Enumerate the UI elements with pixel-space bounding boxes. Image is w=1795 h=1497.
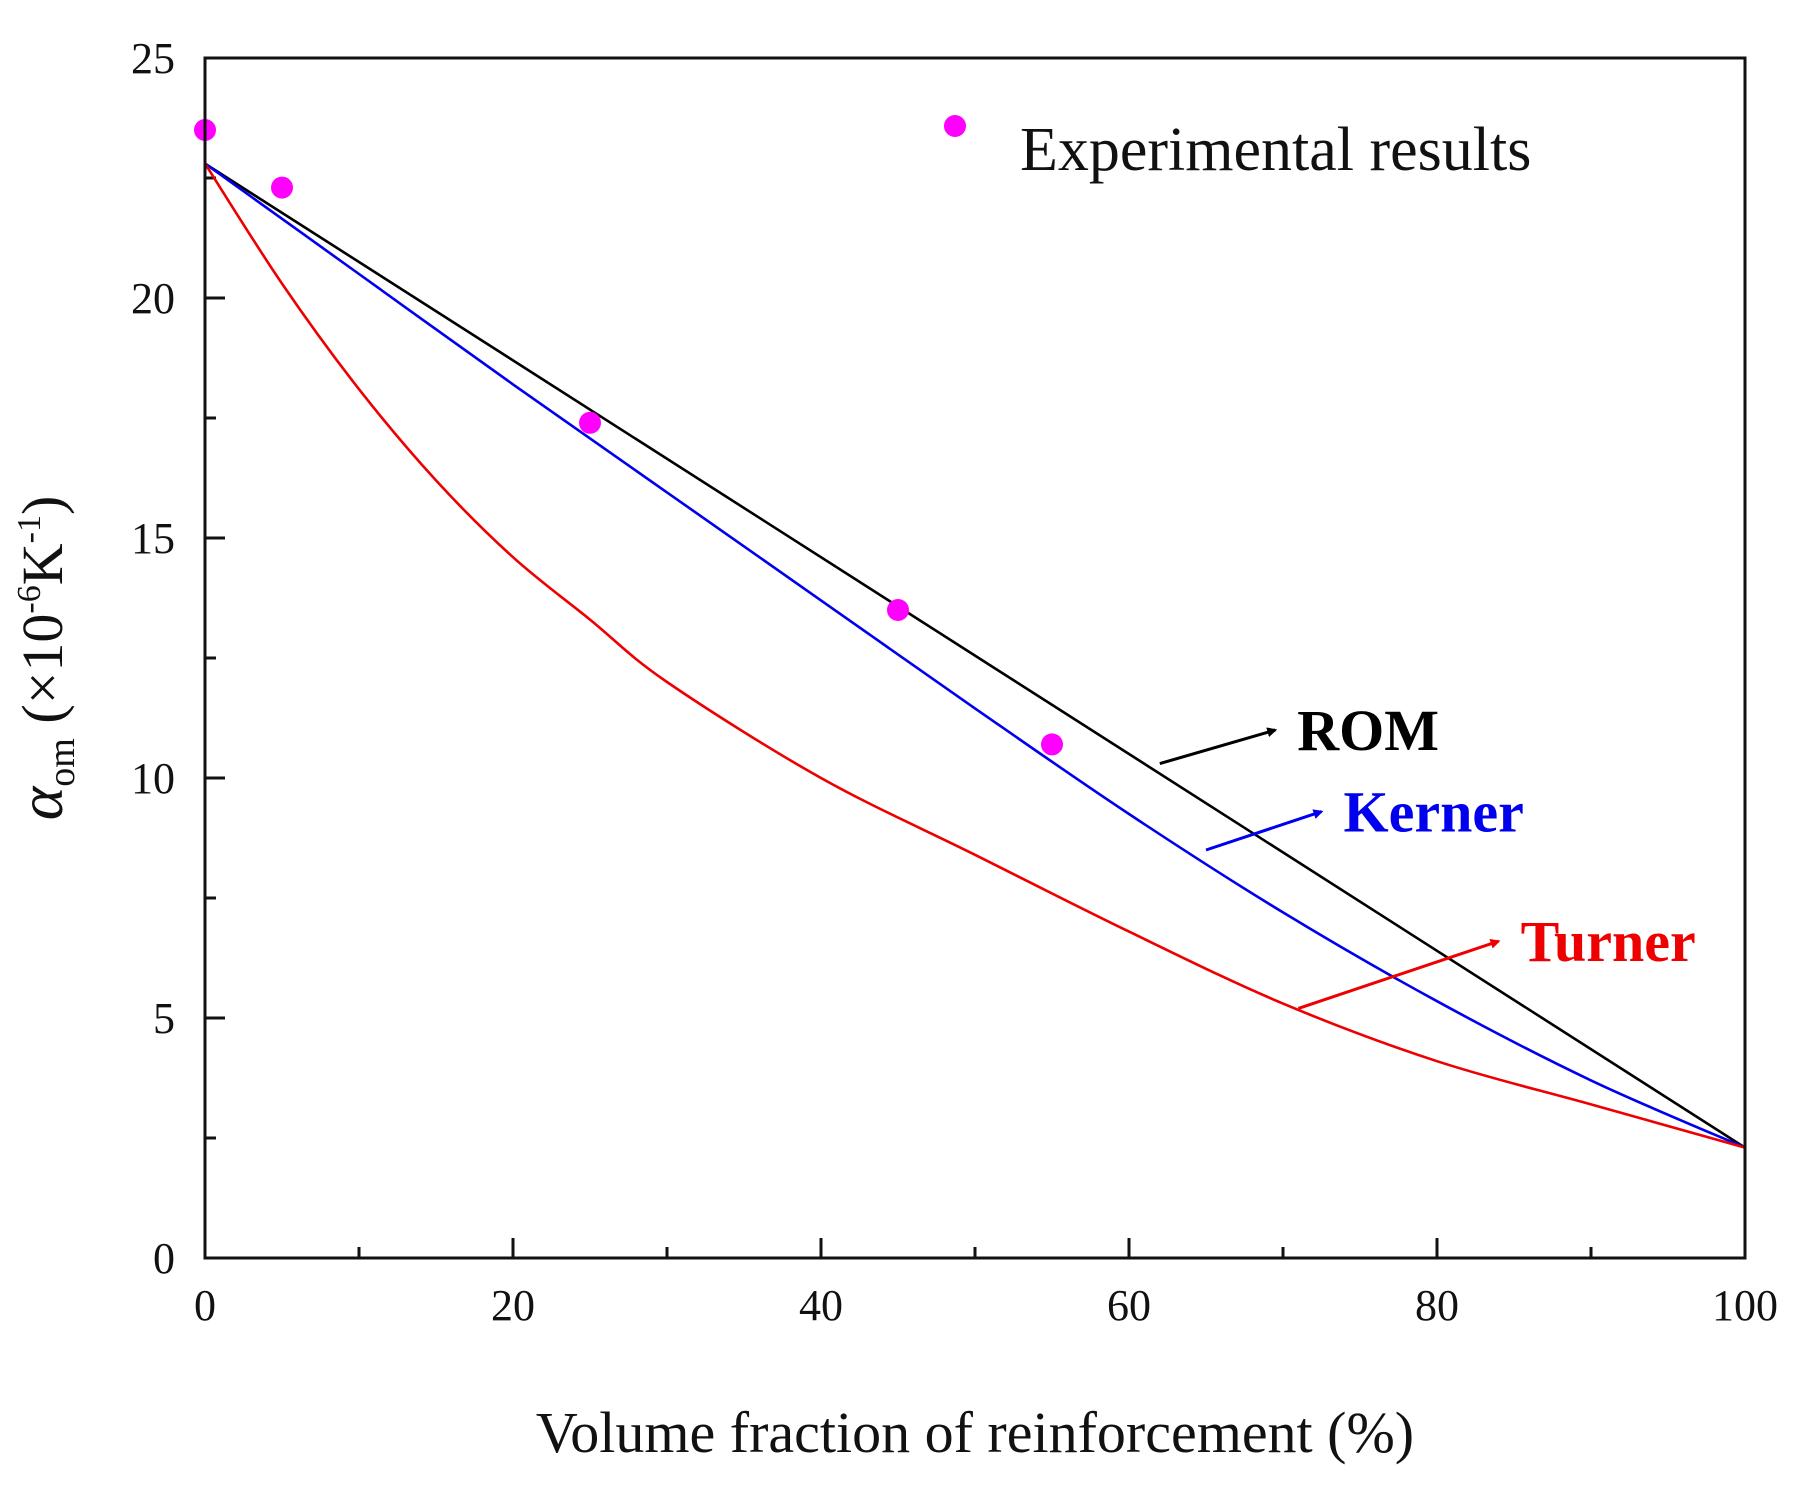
x-axis-title: Volume fraction of reinforcement (%) bbox=[536, 1400, 1414, 1465]
x-tick-label-40: 40 bbox=[799, 1281, 843, 1330]
y-axis-unit-suffix: ) bbox=[10, 496, 75, 515]
series-line-kerner bbox=[204, 162, 1746, 1149]
x-tick-label-80: 80 bbox=[1415, 1281, 1459, 1330]
y-axis-unit-exp: -6 bbox=[11, 585, 48, 613]
x-tick-label-60: 60 bbox=[1107, 1281, 1151, 1330]
y-tick-label-25: 25 bbox=[131, 34, 175, 83]
legend-marker-experimental bbox=[944, 115, 966, 137]
y-tick-label-10: 10 bbox=[131, 754, 175, 803]
x-tick-label-20: 20 bbox=[491, 1281, 535, 1330]
y-tick-label-20: 20 bbox=[131, 274, 175, 323]
annotation-label-turner: Turner bbox=[1521, 909, 1696, 974]
y-axis-title: αom (×10-6K-1) bbox=[5, 496, 83, 821]
y-axis-unit-mid: K bbox=[10, 543, 75, 585]
data-point-experimental-results bbox=[271, 176, 293, 199]
legend-label-experimental: Experimental results bbox=[1020, 116, 1531, 184]
data-point-experimental-results bbox=[1041, 733, 1063, 756]
series-layer bbox=[194, 119, 1746, 1149]
plot-frame bbox=[203, 56, 1747, 1260]
y-axis-unit-prefix: (×10 bbox=[10, 614, 75, 739]
x-tick-label-0: 0 bbox=[194, 1281, 216, 1330]
y-axis-subscript: om bbox=[41, 738, 83, 787]
y-tick-label-0: 0 bbox=[153, 1234, 175, 1283]
x-tick-label-100: 100 bbox=[1712, 1281, 1778, 1330]
series-line-rom bbox=[204, 162, 1746, 1149]
data-point-experimental-results bbox=[579, 411, 601, 434]
annotation-arrow-kerner bbox=[1205, 809, 1324, 852]
annotation-arrow-rom bbox=[1159, 727, 1278, 766]
y-axis-unit-exp2: -1 bbox=[11, 515, 48, 543]
annotation-label-kerner: Kerner bbox=[1344, 780, 1524, 845]
y-axis-symbol: α bbox=[5, 785, 76, 820]
y-tick-label-15: 15 bbox=[131, 514, 175, 563]
annotation-arrow-turner bbox=[1297, 939, 1501, 1010]
annotation-label-rom: ROM bbox=[1297, 698, 1439, 763]
legend: Experimental results bbox=[944, 115, 1531, 184]
annotations-layer: ROM Kerner Turner bbox=[1159, 698, 1696, 1010]
ticks-layer: 0 20 40 60 80 100 0 5 10 15 20 25 bbox=[131, 34, 1778, 1330]
data-point-experimental-results bbox=[887, 599, 909, 621]
series-line-turner bbox=[203, 162, 1746, 1149]
y-tick-label-5: 5 bbox=[153, 994, 175, 1043]
